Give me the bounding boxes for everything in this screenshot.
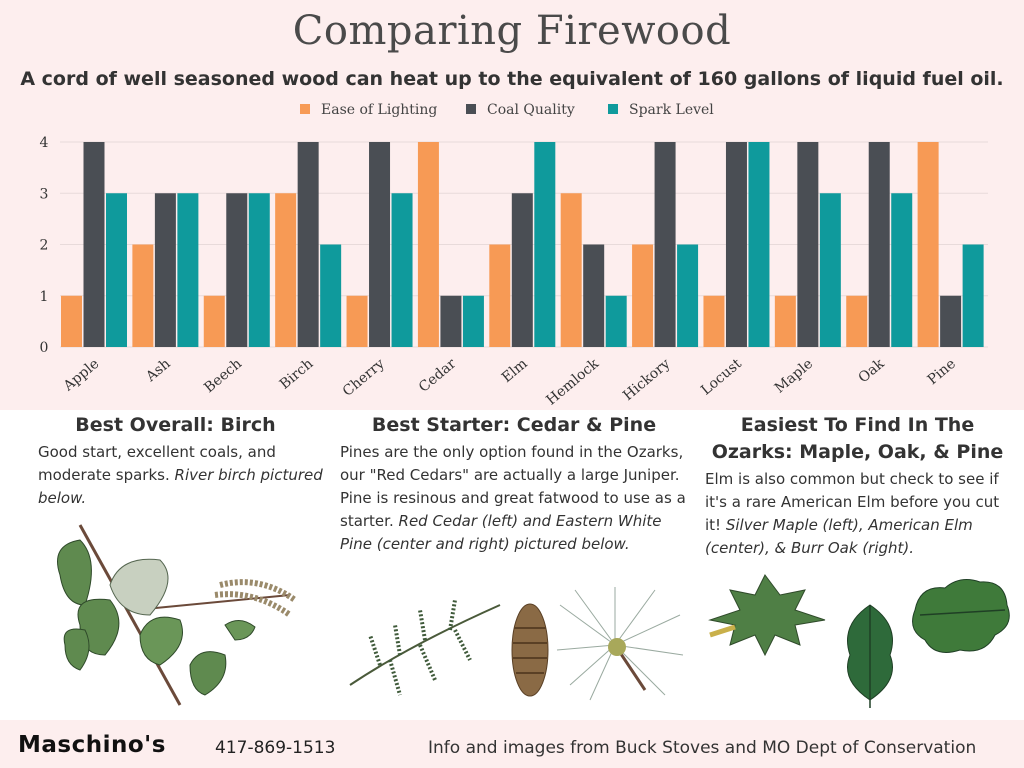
- section-body: Elm is also common but check to see if i…: [705, 470, 1000, 534]
- source-credit: Info and images from Buck Stoves and MO …: [428, 738, 977, 758]
- x-axis-ticks: Apple Ash Beech Birch Cherry Cedar Elm Hemlock H…: [60, 355, 959, 408]
- section-easiest-to-find: Easiest To Find In The Ozarks: Maple, Oa…: [700, 412, 1015, 560]
- legend-label: Ease of Lighting: [321, 102, 437, 118]
- section-heading: Best Overall: Birch: [75, 414, 276, 436]
- bar-beech-0: [203, 295, 225, 347]
- legend-label: Spark Level: [629, 102, 714, 118]
- bar-apple-0: [61, 295, 82, 347]
- bar-locust-1: [725, 142, 747, 347]
- section-text: Good start, excellent coals, and moderat…: [38, 441, 323, 510]
- x-tick-label: Locust: [698, 356, 745, 399]
- bar-ash-2: [177, 193, 199, 347]
- bar-cedar-2: [462, 295, 484, 347]
- x-tick-label: Oak: [856, 355, 888, 386]
- burr-oak-leaf-icon: [912, 579, 1010, 653]
- x-tick-label: Maple: [772, 356, 816, 397]
- bar-cherry-2: [391, 193, 413, 347]
- x-tick-label: Cherry: [340, 356, 388, 400]
- bar-beech-1: [226, 193, 248, 347]
- section-body: Pines are the only option found in the O…: [340, 443, 686, 530]
- section-caption: Red Cedar (left) and Eastern White Pine …: [340, 512, 662, 553]
- y-tick-label: 3: [40, 186, 49, 202]
- x-tick-label: Elm: [499, 356, 531, 386]
- bar-cedar-0: [417, 142, 439, 347]
- page-title: Comparing Firewood: [292, 8, 732, 54]
- bar-pine-1: [940, 295, 962, 347]
- bar-oak-2: [891, 193, 913, 347]
- bar-hemlock-1: [583, 244, 605, 347]
- x-tick-label: Apple: [60, 356, 102, 395]
- firewood-bar-chart: Ease of Lighting Coal Quality Spark Level …: [40, 102, 988, 409]
- x-tick-label: Cedar: [416, 356, 459, 396]
- bar-elm-2: [534, 142, 556, 347]
- section-body: Good start, excellent coals, and moderat…: [38, 443, 276, 484]
- y-axis-ticks: 0 1 2 3 4: [40, 135, 49, 356]
- red-cedar-sprig-icon: [349, 599, 501, 696]
- section-text: Pines are the only option found in the O…: [340, 441, 688, 556]
- section-best-starter: Best Starter: Cedar & Pine Pines are the…: [340, 412, 688, 556]
- y-tick-label: 2: [40, 238, 49, 254]
- x-tick-label: Pine: [925, 356, 959, 388]
- phone-number: 417-869-1513: [215, 738, 336, 758]
- white-pine-needles-icon: [556, 587, 684, 701]
- x-tick-label: Hemlock: [543, 355, 602, 408]
- bar-birch-2: [320, 244, 342, 347]
- brand-logo: Maschino's: [18, 732, 166, 758]
- page-subtitle: A cord of well seasoned wood can heat up…: [20, 68, 1004, 90]
- bar-hickory-2: [677, 244, 699, 347]
- silver-maple-leaf-icon: [708, 574, 826, 657]
- river-birch-branch-icon: [57, 524, 297, 706]
- bar-oak-1: [868, 142, 890, 347]
- section-heading: Best Starter: Cedar & Pine: [371, 414, 657, 436]
- bar-maple-2: [819, 193, 841, 347]
- section-caption: River birch pictured below.: [38, 466, 323, 507]
- bar-hemlock-2: [605, 295, 627, 347]
- bar-birch-1: [297, 142, 319, 347]
- bar-pine-2: [962, 244, 984, 347]
- bar-maple-0: [774, 295, 796, 347]
- chart-bars: [61, 142, 984, 347]
- footer: Maschino's 417-869-1513 Info and images …: [0, 722, 1024, 768]
- section-text: Elm is also common but check to see if i…: [705, 468, 1015, 560]
- bar-ash-0: [132, 244, 154, 347]
- y-tick-label: 4: [40, 135, 49, 151]
- bar-beech-2: [248, 193, 270, 347]
- bar-apple-1: [83, 142, 105, 347]
- bar-locust-0: [703, 295, 725, 347]
- bar-cherry-1: [369, 142, 391, 347]
- section-heading: Easiest To Find In The Ozarks: Maple, Oa…: [711, 414, 1004, 463]
- bar-pine-0: [917, 142, 939, 347]
- x-tick-label: Birch: [277, 356, 317, 393]
- bar-hemlock-0: [560, 193, 582, 347]
- bar-ash-1: [154, 193, 176, 347]
- bar-elm-0: [489, 244, 511, 347]
- white-pine-cone-icon: [511, 603, 549, 697]
- legend-swatch: [608, 104, 618, 114]
- legend-swatch: [300, 104, 310, 114]
- bar-locust-2: [748, 142, 770, 347]
- bar-cherry-0: [346, 295, 368, 347]
- bar-cedar-1: [440, 295, 462, 347]
- bar-oak-0: [846, 295, 868, 347]
- y-tick-label: 1: [40, 289, 49, 305]
- bar-apple-2: [106, 193, 127, 347]
- y-tick-label: 0: [40, 340, 49, 356]
- bar-maple-1: [797, 142, 819, 347]
- american-elm-leaf-icon: [847, 604, 893, 708]
- legend-label: Coal Quality: [487, 102, 575, 118]
- bar-hickory-0: [632, 244, 654, 347]
- bar-hickory-1: [654, 142, 676, 347]
- legend-swatch: [466, 104, 476, 114]
- section-caption: Silver Maple (left), American Elm (cente…: [705, 516, 973, 557]
- x-tick-label: Ash: [142, 356, 173, 386]
- x-tick-label: Hickory: [620, 356, 673, 404]
- chart-legend: Ease of Lighting Coal Quality Spark Level: [300, 102, 714, 118]
- bar-birch-0: [275, 193, 297, 347]
- x-tick-label: Beech: [201, 356, 245, 396]
- section-best-overall: Best Overall: Birch Good start, excellen…: [38, 412, 323, 510]
- bar-elm-1: [511, 193, 533, 347]
